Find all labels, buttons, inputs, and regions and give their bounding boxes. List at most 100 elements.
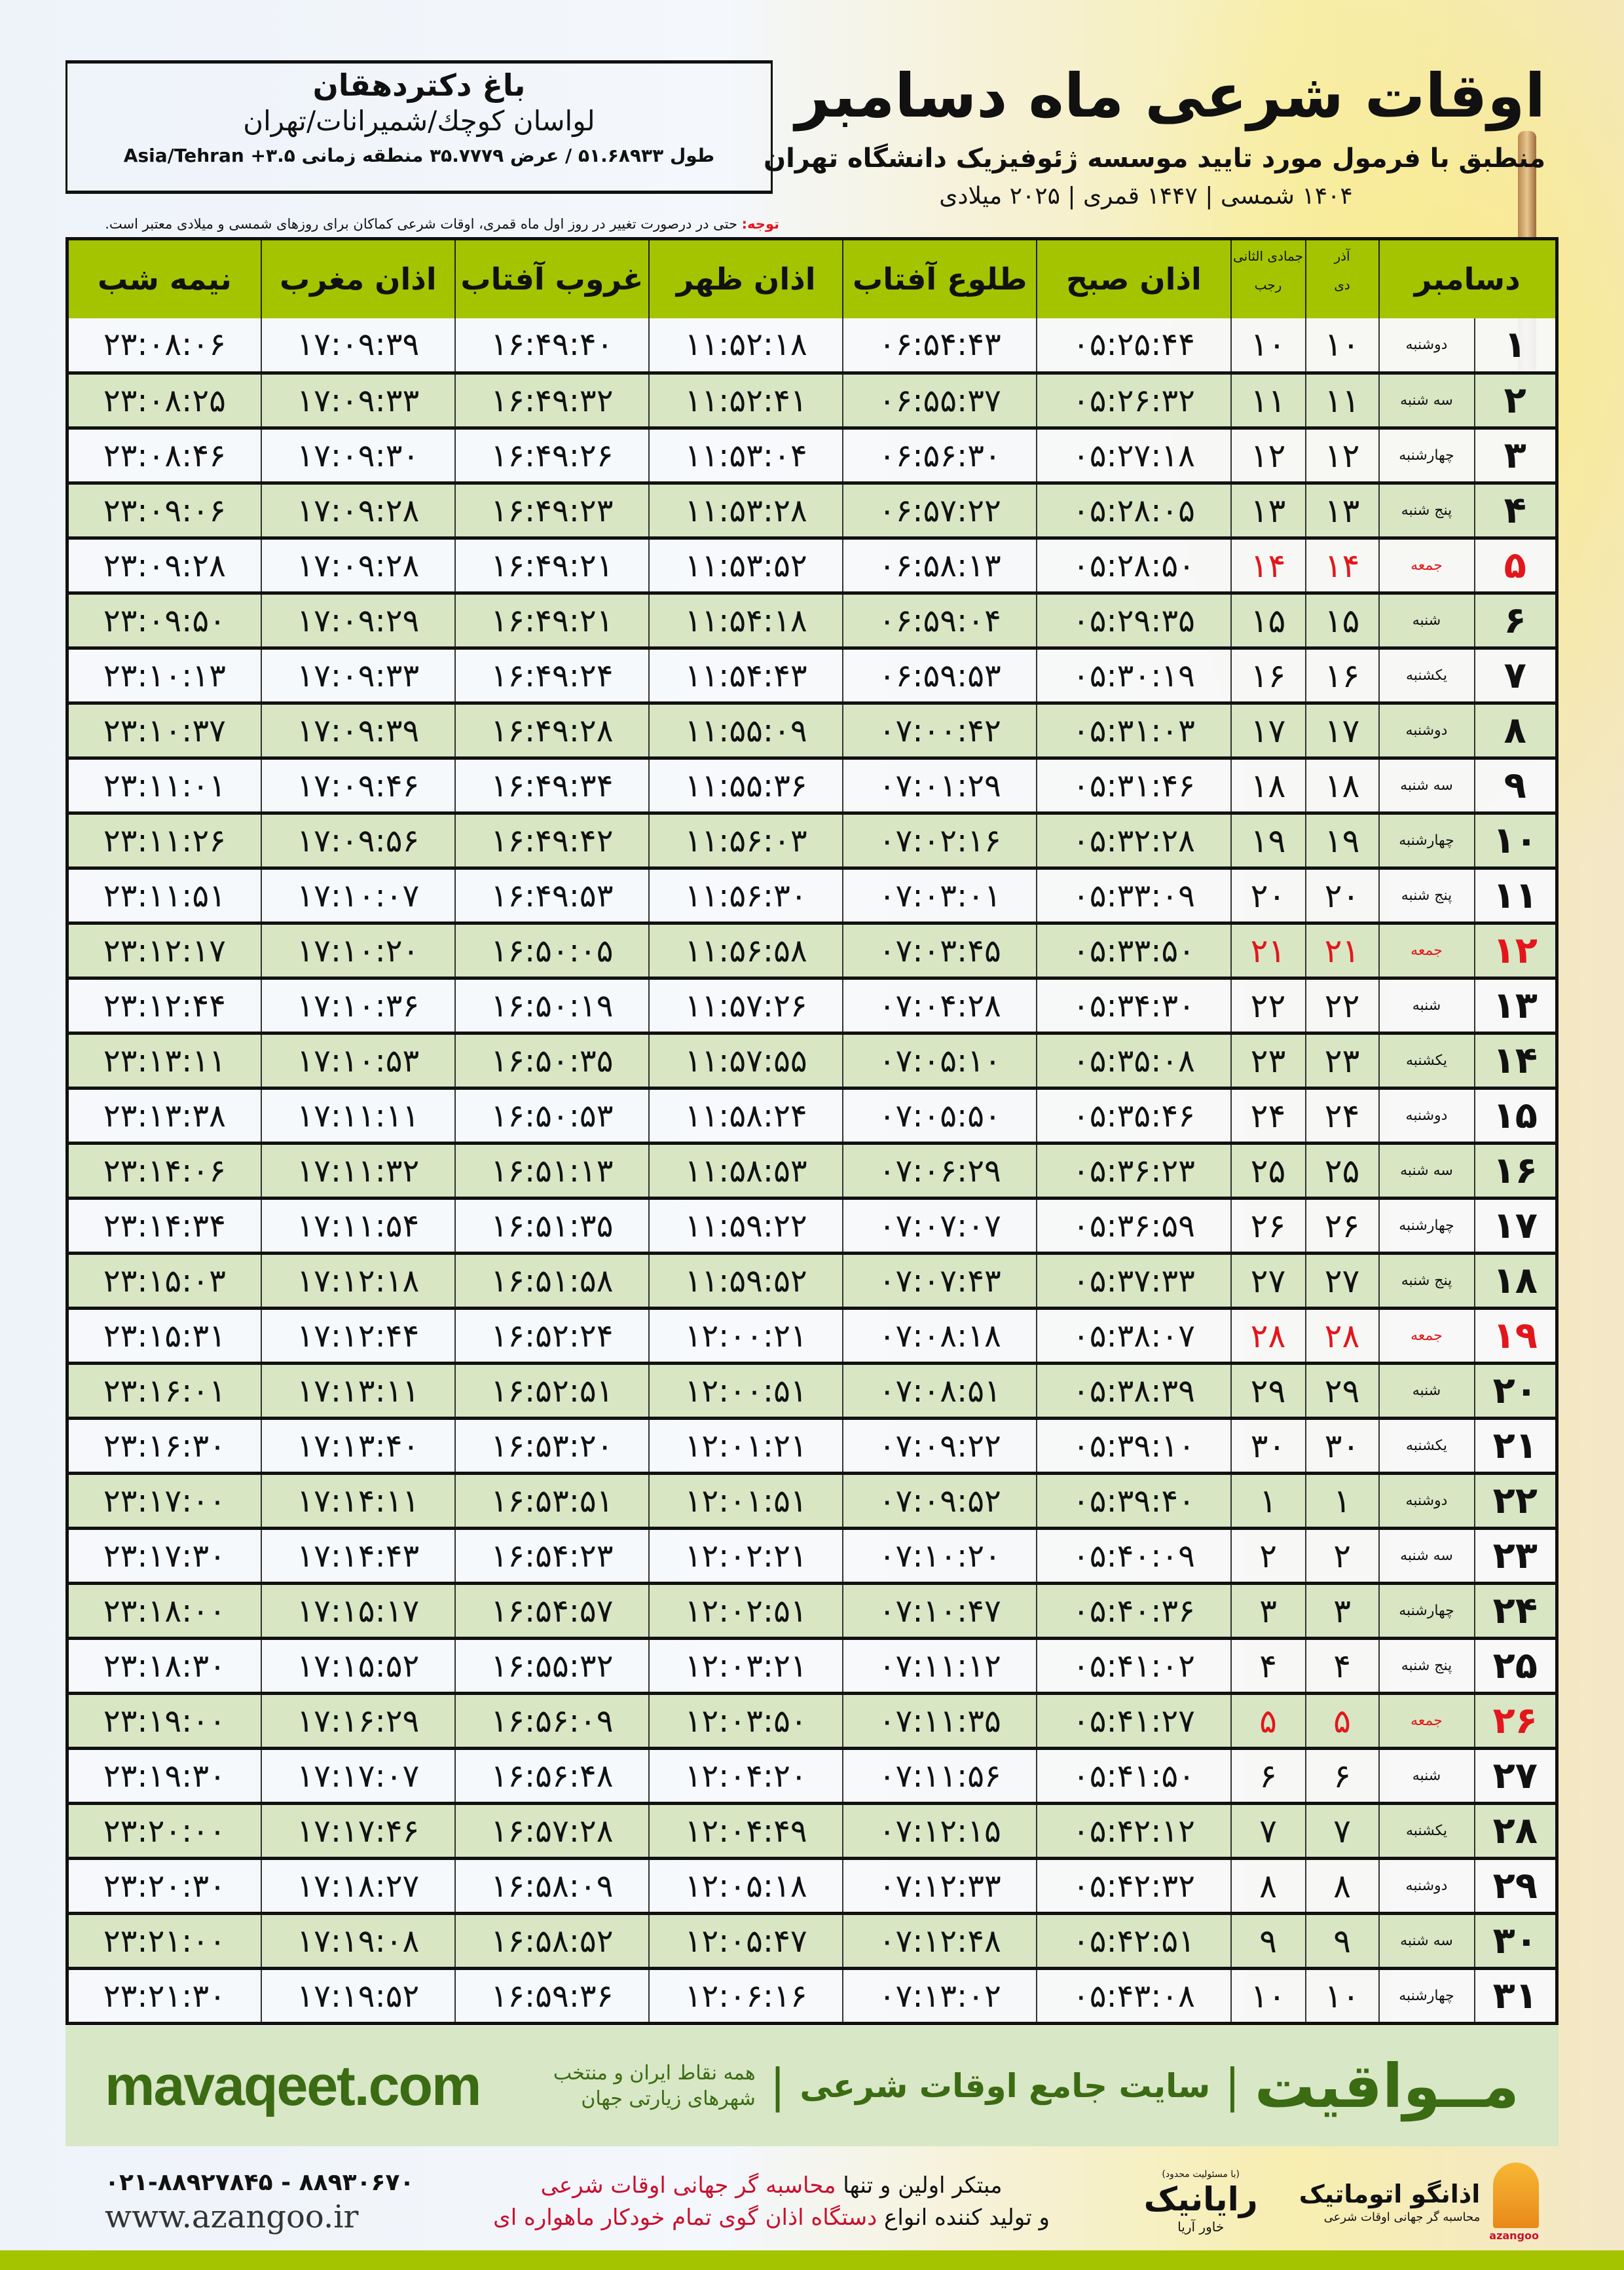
separator: |	[769, 2059, 786, 2113]
cell-fajr: ۰۵:۳۸:۰۷	[1036, 1308, 1231, 1365]
header-fajr: اذان صبح	[1036, 238, 1231, 318]
cell-fajr: ۰۵:۳۲:۲۸	[1036, 813, 1231, 870]
cell-shamsi: ۲۶	[1304, 1198, 1379, 1255]
cell-maghrib: ۱۷:۱۲:۱۸	[260, 1253, 455, 1310]
cell-sunset: ۱۶:۴۹:۴۰	[454, 318, 650, 375]
cell-shamsi: ۳	[1304, 1583, 1379, 1640]
cell-sunset: ۱۶:۵۶:۴۸	[454, 1748, 650, 1805]
header-shamsi-top: آذر	[1334, 248, 1350, 264]
banner-url[interactable]: mavaqeet.com	[105, 2054, 482, 2117]
cell-dhuhr: ۱۱:۵۸:۵۳	[648, 1143, 843, 1200]
cell-dhuhr: ۱۱:۵۳:۰۴	[648, 428, 843, 485]
cell-fajr: ۰۵:۳۴:۳۰	[1036, 978, 1231, 1035]
cell-weekday: دوشنبه	[1378, 1858, 1475, 1915]
cell-day: ۳۰	[1473, 1913, 1557, 1970]
location-name: باغ دکتردهقان	[312, 67, 526, 103]
cell-midnight: ۲۳:۱۱:۵۱	[66, 868, 261, 925]
cell-day: ۹	[1473, 758, 1557, 815]
rayanik-note: (با مسئولیت محدود)	[1162, 2168, 1240, 2180]
cell-fajr: ۰۵:۳۸:۳۹	[1036, 1363, 1231, 1420]
cell-qamari: ۳۰	[1230, 1418, 1306, 1475]
cell-midnight: ۲۳:۱۹:۰۰	[66, 1693, 261, 1750]
cell-day: ۲۲	[1473, 1473, 1557, 1530]
cell-sunset: ۱۶:۴۹:۲۱	[454, 538, 650, 595]
cell-shamsi: ۲	[1304, 1528, 1379, 1585]
header-month: دسامبر	[1378, 238, 1557, 318]
dome-icon	[1493, 2162, 1539, 2228]
cell-shamsi: ۱	[1304, 1473, 1379, 1530]
cell-maghrib: ۱۷:۱۱:۵۴	[260, 1198, 455, 1255]
cell-qamari: ۱۰	[1230, 1968, 1306, 2025]
cell-maghrib: ۱۷:۰۹:۴۶	[260, 758, 455, 815]
table-row: ۸ دوشنبه ۱۷ ۱۷ ۰۵:۳۱:۰۳ ۰۷:۰۰:۴۲ ۱۱:۵۵:۰۹ ۱۶:۴۹…	[66, 703, 1557, 760]
cell-day: ۶	[1473, 593, 1557, 650]
cell-dhuhr: ۱۲:۰۲:۲۱	[648, 1528, 843, 1585]
cell-midnight: ۲۳:۱۰:۳۷	[66, 703, 261, 760]
cell-dhuhr: ۱۲:۰۱:۵۱	[648, 1473, 843, 1530]
cell-maghrib: ۱۷:۱۳:۱۱	[260, 1363, 455, 1420]
cell-sunset: ۱۶:۴۹:۳۲	[454, 373, 650, 430]
cell-maghrib: ۱۷:۱۸:۲۷	[260, 1858, 455, 1915]
cell-day: ۲۰	[1473, 1363, 1557, 1420]
table-row: ۲۹ دوشنبه ۸ ۸ ۰۵:۴۲:۳۲ ۰۷:۱۲:۳۳ ۱۲:۰۵:۱۸ ۱۶:۵۸:…	[66, 1858, 1557, 1915]
cell-dhuhr: ۱۲:۰۰:۵۱	[648, 1363, 843, 1420]
cell-qamari: ۱۰	[1230, 318, 1306, 375]
cell-qamari: ۹	[1230, 1913, 1306, 1970]
cell-weekday: سه شنبه	[1378, 373, 1475, 430]
cell-fajr: ۰۵:۳۳:۵۰	[1036, 923, 1231, 980]
cell-day: ۴	[1473, 483, 1557, 540]
cell-sunrise: ۰۷:۰۷:۰۷	[842, 1198, 1037, 1255]
cell-qamari: ۱	[1230, 1473, 1306, 1530]
cell-fajr: ۰۵:۲۶:۳۲	[1036, 373, 1231, 430]
cell-fajr: ۰۵:۳۶:۲۳	[1036, 1143, 1231, 1200]
cell-day: ۲۵	[1473, 1638, 1557, 1695]
cell-weekday: جمعه	[1378, 923, 1475, 980]
prayer-times-table: دسامبر آذر دی جمادی الثانی رجب اذان صبح طل…	[65, 237, 1559, 2025]
cell-maghrib: ۱۷:۱۶:۲۹	[260, 1693, 455, 1750]
website-link[interactable]: www.azangoo.ir	[105, 2198, 359, 2235]
note-label: توجه:	[741, 216, 779, 232]
page-title: اوقات شرعی ماه دسامبر	[795, 61, 1545, 131]
cell-sunset: ۱۶:۵۰:۰۵	[454, 923, 650, 980]
header-sunrise: طلوع آفتاب	[842, 238, 1037, 318]
header-shamsi: آذر دی	[1304, 238, 1379, 318]
cell-midnight: ۲۳:۱۰:۱۳	[66, 648, 261, 705]
cell-weekday: شنبه	[1378, 593, 1475, 650]
cell-day: ۸	[1473, 703, 1557, 760]
table-row: ۱۶ سه شنبه ۲۵ ۲۵ ۰۵:۳۶:۲۳ ۰۷:۰۶:۲۹ ۱۱:۵۸:۵۳ ۱۶:…	[66, 1143, 1557, 1200]
banner-tagline: همه نقاط ایران و منتخب شهرهای زیارتی جها…	[553, 2062, 756, 2110]
cell-sunset: ۱۶:۵۹:۳۶	[454, 1968, 650, 2025]
cell-sunrise: ۰۷:۱۰:۲۰	[842, 1528, 1037, 1585]
promo-line2: و تولید کننده انواع	[877, 2205, 1050, 2231]
cell-maghrib: ۱۷:۰۹:۲۸	[260, 483, 455, 540]
cell-qamari: ۵	[1230, 1693, 1306, 1750]
cell-weekday: یکشنبه	[1378, 648, 1475, 705]
table-row: ۱ دوشنبه ۱۰ ۱۰ ۰۵:۲۵:۴۴ ۰۶:۵۴:۴۳ ۱۱:۵۲:۱۸ ۱۶:۴۹…	[66, 318, 1557, 375]
cell-sunrise: ۰۷:۱۳:۰۲	[842, 1968, 1037, 2025]
cell-qamari: ۱۶	[1230, 648, 1306, 705]
cell-sunrise: ۰۷:۰۲:۱۶	[842, 813, 1037, 870]
cell-fajr: ۰۵:۲۸:۵۰	[1036, 538, 1231, 595]
table-row: ۳ چهارشنبه ۱۲ ۱۲ ۰۵:۲۷:۱۸ ۰۶:۵۶:۳۰ ۱۱:۵۳:۰۴ ۱۶:…	[66, 428, 1557, 485]
cell-sunrise: ۰۷:۰۹:۲۲	[842, 1418, 1037, 1475]
cell-dhuhr: ۱۱:۵۳:۲۸	[648, 483, 843, 540]
cell-weekday: چهارشنبه	[1378, 1968, 1475, 2025]
cell-qamari: ۱۹	[1230, 813, 1306, 870]
cell-fajr: ۰۵:۴۰:۰۹	[1036, 1528, 1231, 1585]
cell-weekday: پنج شنبه	[1378, 868, 1475, 925]
cell-weekday: دوشنبه	[1378, 703, 1475, 760]
cell-maghrib: ۱۷:۰۹:۲۸	[260, 538, 455, 595]
calendar-years: ۱۴۰۴ شمسی | ۱۴۴۷ قمری | ۲۰۲۵ میلادی	[939, 183, 1353, 210]
cell-qamari: ۱۳	[1230, 483, 1306, 540]
cell-weekday: شنبه	[1378, 978, 1475, 1035]
cell-dhuhr: ۱۲:۰۲:۵۱	[648, 1583, 843, 1640]
header-maghrib: اذان مغرب	[260, 238, 455, 318]
cell-dhuhr: ۱۲:۰۵:۴۷	[648, 1913, 843, 1970]
cell-maghrib: ۱۷:۱۰:۰۷	[260, 868, 455, 925]
cell-shamsi: ۳۰	[1304, 1418, 1379, 1475]
cell-sunrise: ۰۷:۰۳:۴۵	[842, 923, 1037, 980]
cell-sunset: ۱۶:۵۷:۲۸	[454, 1803, 650, 1860]
mavaqeet-banner: مــواقیت | سایت جامع اوقات شرعی | همه نق…	[65, 2026, 1559, 2146]
cell-midnight: ۲۳:۱۱:۰۱	[66, 758, 261, 815]
cell-dhuhr: ۱۲:۰۳:۵۰	[648, 1693, 843, 1750]
